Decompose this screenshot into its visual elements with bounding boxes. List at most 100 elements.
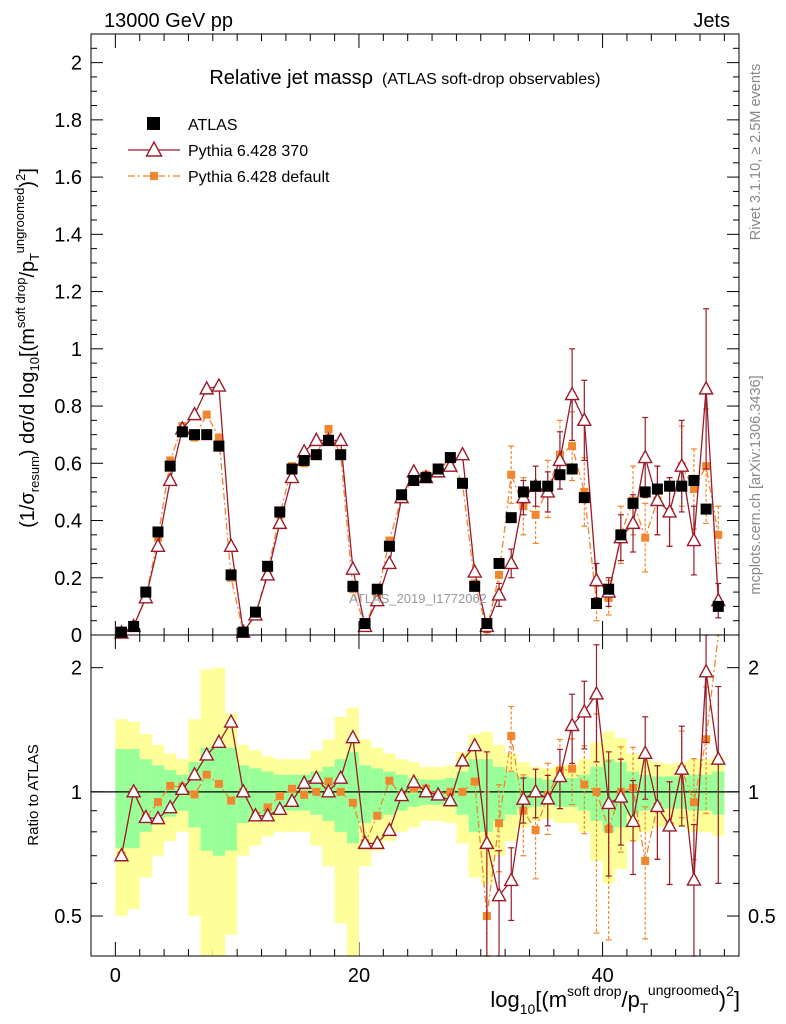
main-y-tick-label: 0.6 <box>54 453 82 475</box>
legend-atlas-marker <box>147 117 160 130</box>
ratio-band-inner <box>249 768 262 819</box>
legend-atlas-label: ATLAS <box>188 117 238 134</box>
ratio-py370-point <box>223 713 239 728</box>
ratio-py370-point <box>479 834 495 850</box>
py370-point <box>564 386 580 401</box>
pydef-point <box>166 456 175 465</box>
atlas-point <box>566 463 578 475</box>
ratio-pydef-point <box>324 777 333 786</box>
py370-point <box>259 566 276 581</box>
ratio-py370-point <box>308 769 325 784</box>
ratio-py370-point <box>296 774 312 789</box>
atlas-point <box>444 452 456 464</box>
atlas-point <box>505 512 517 524</box>
atlas-point <box>712 600 724 612</box>
main-y-tick-label: 1.2 <box>54 282 82 304</box>
main-panel: 0 0.2 0.4 0.6 0.8 1 1.2 1.4 1.6 1.8 2 ATLAS_2019_I… <box>54 33 740 956</box>
atlas-point <box>286 463 298 475</box>
rivet-label: Rivet 3.1.10, ≥ 2.5M events <box>748 64 764 240</box>
py370-point <box>272 514 288 530</box>
ratio-py370-point <box>698 663 714 678</box>
py370-point <box>369 592 385 607</box>
x-tick-label: 20 <box>348 965 370 987</box>
atlas-point <box>359 618 371 630</box>
atlas-point <box>542 480 554 492</box>
ratio-pydef-point <box>300 790 309 799</box>
legend-py370-label: Pythia 6.428 370 <box>188 143 308 160</box>
legend-pydef-label: Pythia 6.428 default <box>188 169 330 186</box>
ratio-py370-point <box>381 821 398 837</box>
ratio-py370-point <box>540 790 556 805</box>
ratio-py370-point <box>211 733 227 749</box>
ratio-pydef-point <box>495 819 504 828</box>
py370-point <box>211 377 227 392</box>
ratio-py370-point <box>661 817 678 832</box>
ratio-y-axis-label: Ratio to ATLAS <box>25 744 42 845</box>
atlas-point <box>310 449 322 461</box>
ratio-pydef-point <box>580 780 589 789</box>
ratio-py370-point <box>467 737 483 752</box>
py370-point <box>625 514 641 530</box>
atlas-point <box>274 506 286 518</box>
ratio-y-tick-label: 0.5 <box>54 906 82 928</box>
ratio-band-inner <box>212 744 225 856</box>
header-process: Jets <box>693 10 730 32</box>
pydef-point <box>531 510 540 519</box>
ratio-pydef-point <box>470 777 479 786</box>
ratio-py370-point <box>162 799 178 814</box>
ratio-py370-point <box>235 783 251 798</box>
py370-point <box>162 471 178 487</box>
main-y-tick-label: 0 <box>71 625 82 647</box>
atlas-point <box>676 480 688 492</box>
atlas-point <box>189 429 201 441</box>
atlas-point <box>688 474 700 486</box>
ratio-pydef-point <box>214 779 223 788</box>
py370-point <box>503 554 519 570</box>
atlas-point <box>347 580 359 592</box>
py370-point <box>345 560 361 575</box>
atlas-point <box>115 626 127 638</box>
ratio-py370-point <box>552 768 568 783</box>
pydef-point <box>202 410 211 419</box>
atlas-point <box>262 560 274 572</box>
py370-point <box>686 532 702 547</box>
analysis-watermark: ATLAS_2019_I1772062 <box>349 591 487 606</box>
ratio-py370-point <box>418 783 434 798</box>
py370-point <box>649 492 666 507</box>
atlas-point <box>408 474 420 486</box>
pydef-point <box>214 433 223 442</box>
main-y-tick-label: 1.4 <box>54 224 82 246</box>
ratio-py370-point <box>710 750 726 765</box>
ratio-pydef-point <box>409 784 418 793</box>
ratio-pydef-point <box>507 731 516 740</box>
atlas-point <box>530 480 542 492</box>
ratio-py370-point <box>113 847 130 862</box>
ratio-py370-point <box>576 703 592 718</box>
ratio-band-inner <box>358 765 372 824</box>
ratio-pydef-point <box>336 787 345 796</box>
ratio-band-inner <box>115 749 128 849</box>
atlas-point <box>201 429 213 441</box>
ratio-y-tick-label-right: 0.5 <box>748 906 776 928</box>
atlas-point <box>517 486 529 498</box>
atlas-point <box>639 486 651 498</box>
ratio-band-inner <box>468 759 481 832</box>
ratio-py370-point <box>284 792 300 808</box>
ratio-py370-point <box>649 798 666 813</box>
atlas-point <box>249 606 261 618</box>
atlas-point <box>590 598 602 610</box>
ratio-py370-point <box>442 792 458 807</box>
py370-point <box>442 457 458 472</box>
pydef-point <box>641 533 650 542</box>
ratio-band-inner <box>127 749 140 849</box>
main-y-tick-label: 1.8 <box>54 110 82 132</box>
ratio-pydef-point <box>641 856 650 865</box>
legend-py370-marker <box>145 140 163 157</box>
ratio-py370-point <box>491 887 507 902</box>
py370-point <box>576 411 592 427</box>
atlas-point <box>578 492 590 504</box>
atlas-point <box>615 529 627 541</box>
atlas-point <box>700 503 712 515</box>
py370-point <box>186 406 203 421</box>
ratio-pydef-point <box>166 781 175 790</box>
